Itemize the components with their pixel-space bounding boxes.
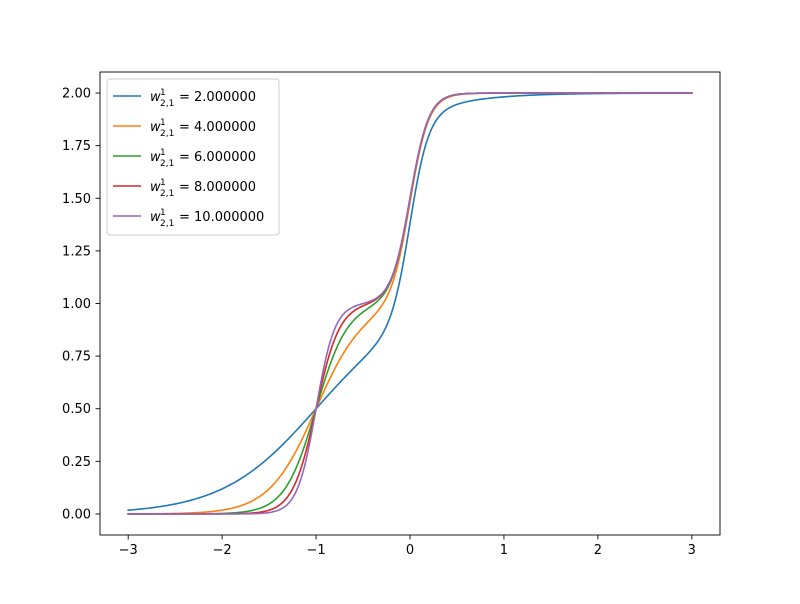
legend-symbol-sub: 2,1	[160, 99, 174, 109]
legend-symbol-sub: 2,1	[160, 219, 174, 229]
y-tick-label: 0.50	[62, 402, 91, 417]
legend-symbol-base: w	[150, 150, 161, 165]
legend-symbol-sup: 1	[160, 148, 166, 158]
legend-entry-4: w 12,1 = 8.000000	[113, 178, 256, 199]
y-tick-label: 2.00	[62, 87, 91, 102]
legend-entry-1: w 12,1 = 2.000000	[113, 88, 256, 109]
series-line-5	[127, 92, 693, 515]
axes: −3 −2 −1 0 1 2 3 0.00 0.25 0.50 0.75 1.00 1.25 1.50 1.…	[62, 71, 721, 558]
legend-label: = 10.000000	[179, 210, 264, 225]
legend-symbol-base: w	[150, 120, 161, 135]
plot-area	[127, 92, 693, 515]
y-tick-label: 1.75	[62, 139, 91, 154]
legend-label: = 8.000000	[179, 180, 256, 195]
x-tick-label: 0	[406, 543, 414, 558]
legend-symbol-sup: 1	[160, 208, 166, 218]
legend-symbol-sup: 1	[160, 178, 166, 188]
legend-symbol-sup: 1	[160, 118, 166, 128]
x-tick-label: −1	[306, 543, 325, 558]
legend-label: = 2.000000	[179, 90, 256, 105]
legend-entry-3: w 12,1 = 6.000000	[113, 148, 256, 169]
y-tick-label: 0.25	[62, 455, 91, 470]
y-tick-label: 1.00	[62, 297, 91, 312]
y-tick-label: 0.75	[62, 350, 91, 365]
x-tick-label: 1	[500, 543, 508, 558]
legend-entry-5: w 12,1 = 10.000000	[113, 208, 264, 229]
x-tick-label: −2	[213, 543, 232, 558]
legend-symbol-base: w	[150, 90, 161, 105]
legend-label: = 4.000000	[179, 120, 256, 135]
y-tick-label: 0.00	[62, 507, 91, 522]
legend-symbol-sub: 2,1	[160, 189, 174, 199]
legend-symbol-base: w	[150, 210, 161, 225]
x-tick-label: 2	[594, 543, 602, 558]
legend-symbol-sub: 2,1	[160, 159, 174, 169]
x-tick-label: 3	[688, 543, 696, 558]
x-tick-label: −3	[119, 543, 138, 558]
legend-symbol-base: w	[150, 180, 161, 195]
legend-box	[106, 78, 280, 236]
legend-symbol-sub: 2,1	[160, 129, 174, 139]
legend-symbol-sup: 1	[160, 88, 166, 98]
y-tick-label: 1.50	[62, 192, 91, 207]
legend-label: = 6.000000	[179, 150, 256, 165]
legend-entry-2: w 12,1 = 4.000000	[113, 118, 256, 139]
y-tick-label: 1.25	[62, 244, 91, 259]
